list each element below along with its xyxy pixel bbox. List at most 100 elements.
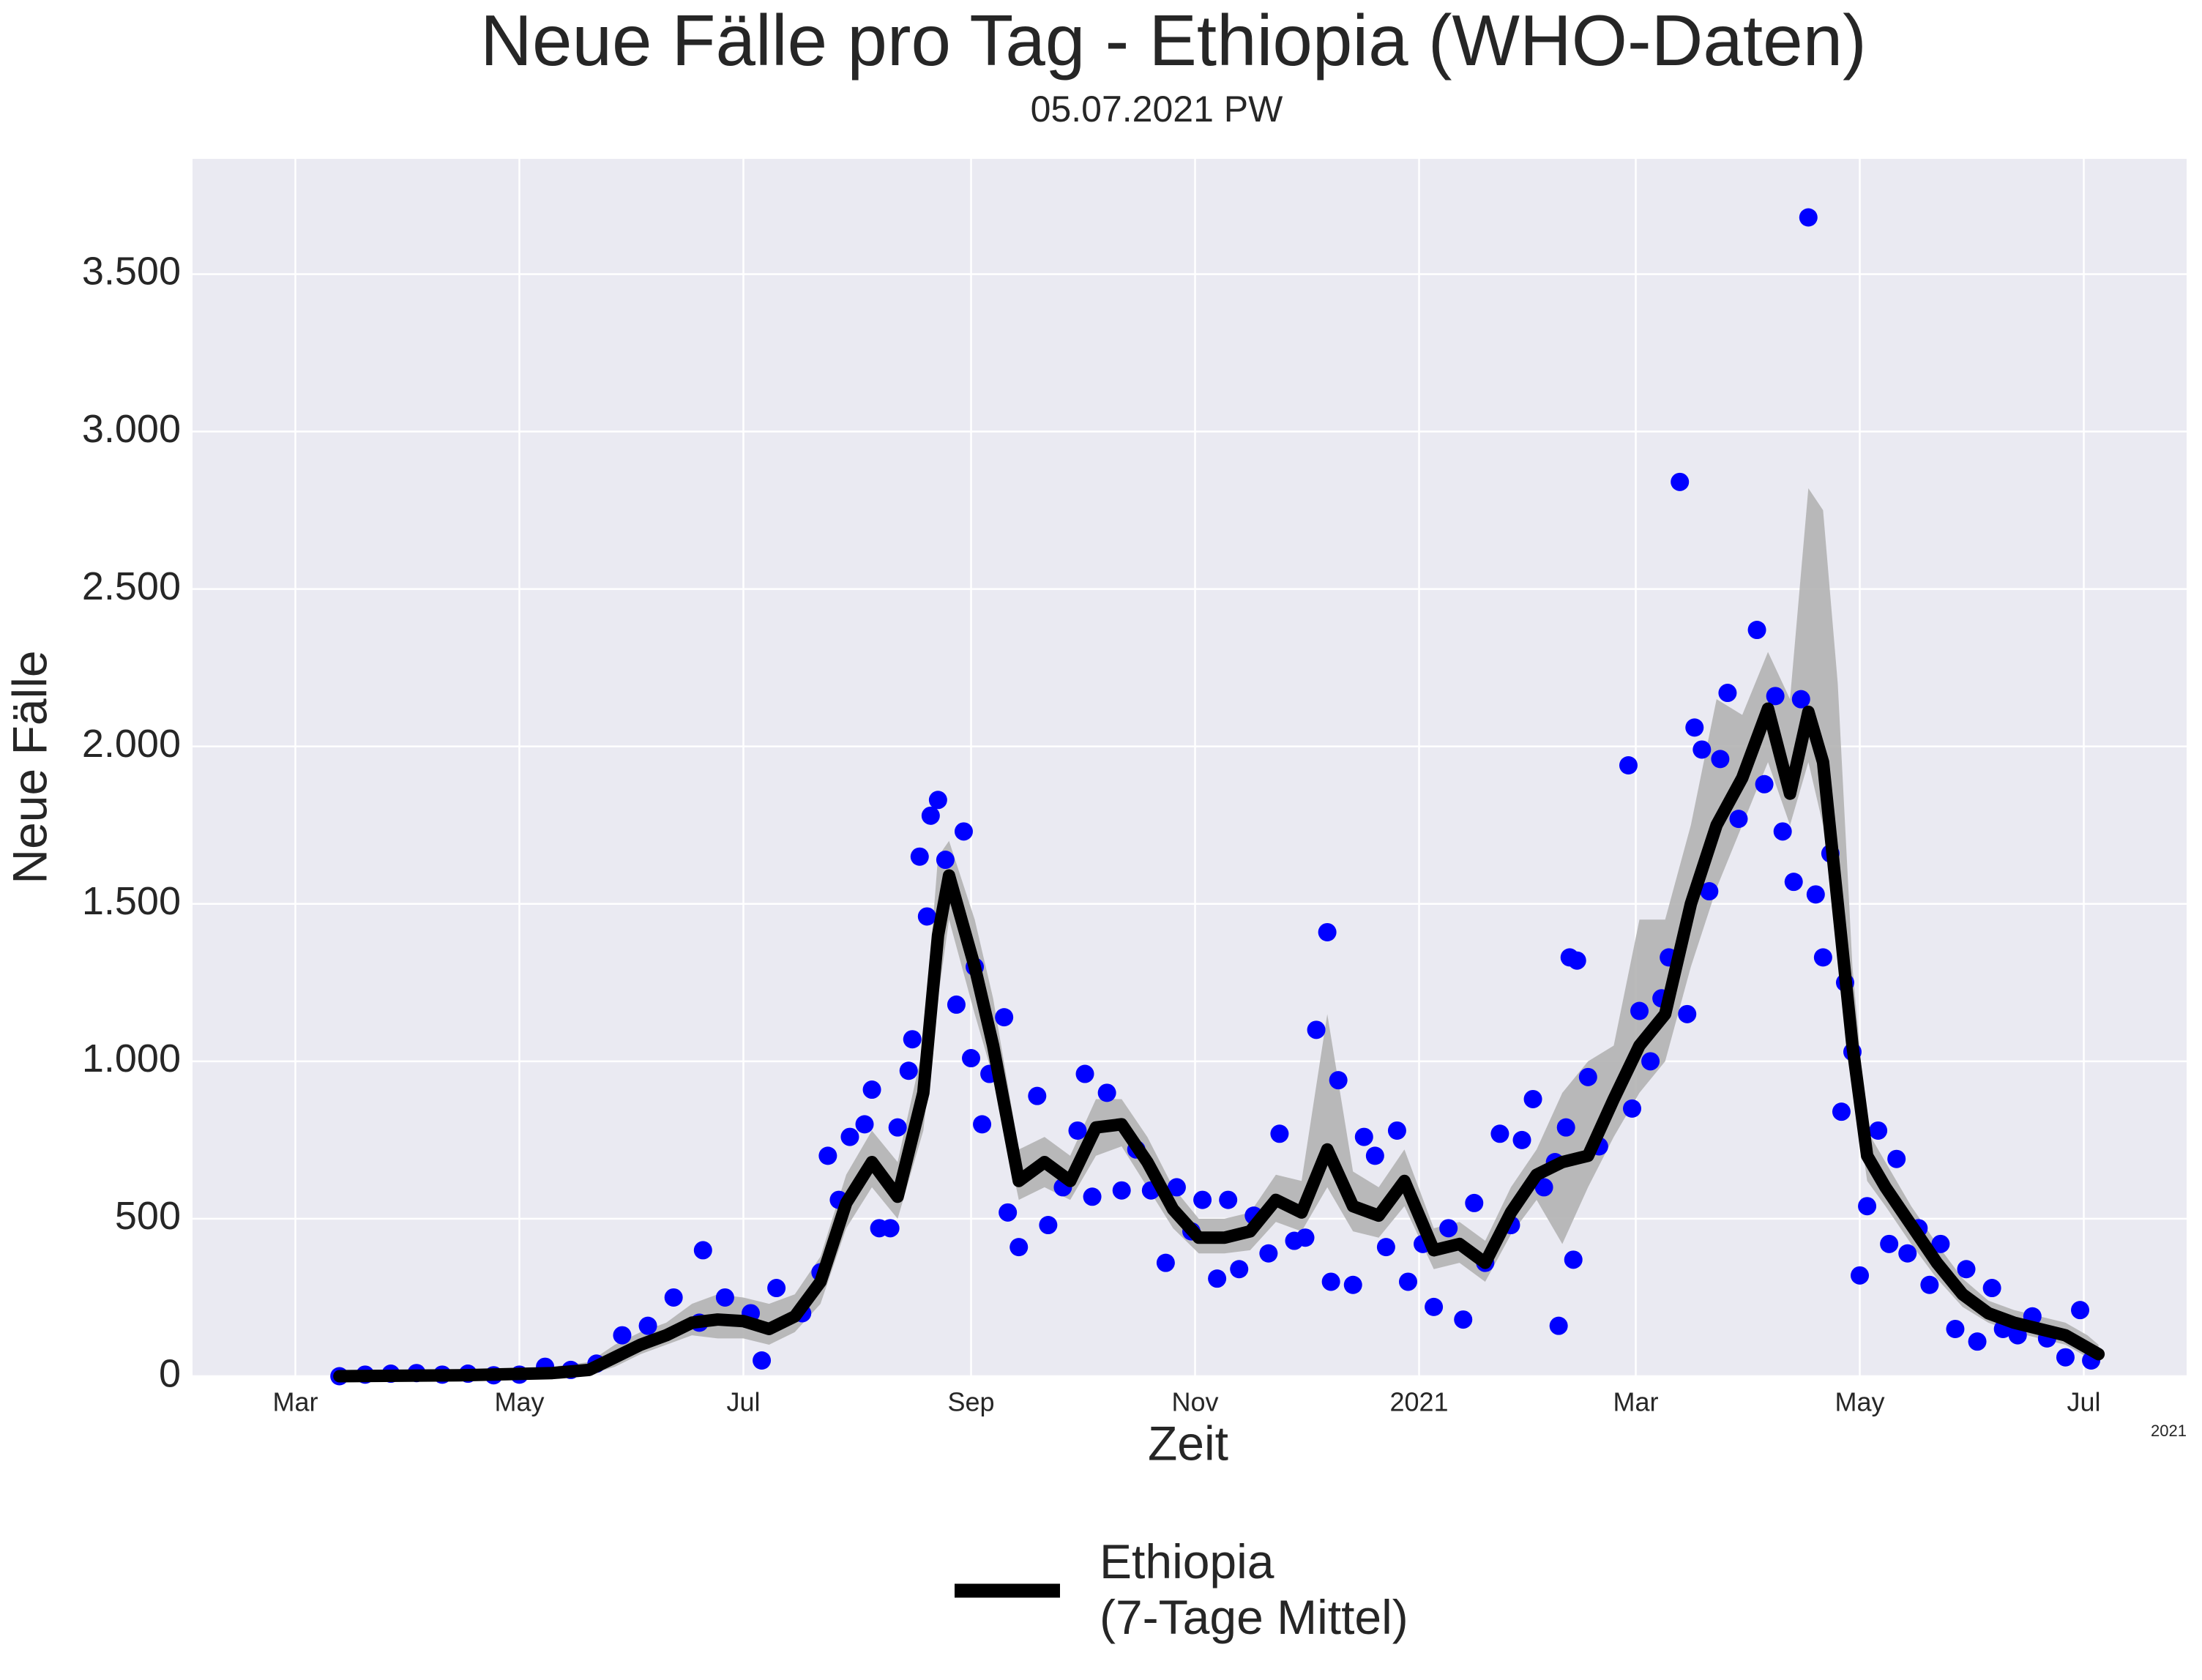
data-point xyxy=(947,995,966,1014)
data-point xyxy=(995,1008,1014,1027)
x-tick-label: 2021 xyxy=(1389,1387,1448,1417)
data-point xyxy=(917,907,936,926)
data-point xyxy=(1068,1121,1087,1140)
data-point xyxy=(903,1030,922,1049)
data-point xyxy=(855,1115,874,1134)
data-point xyxy=(1075,1064,1094,1083)
data-point xyxy=(1692,740,1712,759)
data-point xyxy=(1982,1279,2001,1298)
data-point xyxy=(613,1326,632,1345)
data-point xyxy=(1766,687,1785,706)
data-point xyxy=(1439,1219,1458,1238)
data-point xyxy=(1490,1124,1509,1143)
mean-line xyxy=(333,702,2105,1383)
y-axis-label: Neue Fälle xyxy=(2,650,56,884)
data-point xyxy=(1851,1266,1870,1285)
data-point xyxy=(1957,1260,1976,1279)
data-point xyxy=(1354,1127,1373,1146)
data-point xyxy=(1678,1004,1697,1023)
data-point xyxy=(1567,951,1586,970)
y-tick-label: 3.000 xyxy=(82,407,181,451)
data-point xyxy=(1619,755,1638,774)
y-tick-label: 1.000 xyxy=(82,1037,181,1080)
data-point xyxy=(928,791,947,810)
data-point xyxy=(1329,1071,1348,1090)
data-point xyxy=(1641,1052,1660,1071)
x-tick-label: May xyxy=(494,1387,544,1417)
data-point xyxy=(1700,882,1719,901)
y-tick-label: 1.500 xyxy=(82,879,181,923)
data-point xyxy=(1549,1316,1568,1335)
data-point xyxy=(1880,1234,1899,1253)
y-tick-label: 500 xyxy=(115,1194,181,1238)
data-point xyxy=(1454,1310,1473,1329)
data-point xyxy=(1296,1228,1315,1247)
data-point xyxy=(1869,1121,1888,1140)
data-point xyxy=(999,1203,1018,1222)
data-point xyxy=(1799,208,1818,227)
data-point xyxy=(693,1241,712,1260)
data-point xyxy=(1270,1124,1289,1143)
data-point xyxy=(1219,1190,1238,1209)
x-axis-label: Zeit xyxy=(1148,1416,1228,1470)
data-point xyxy=(1578,1067,1597,1086)
data-point xyxy=(888,1118,907,1137)
data-point xyxy=(1887,1149,1906,1168)
data-point xyxy=(1630,1001,1649,1020)
data-point xyxy=(1729,810,1748,829)
data-point xyxy=(1946,1319,1965,1338)
data-point xyxy=(973,1115,992,1134)
chart-subtitle: 05.07.2021 PW xyxy=(1031,89,1283,130)
data-point xyxy=(1671,472,1690,491)
data-point xyxy=(1376,1238,1395,1257)
data-point xyxy=(1343,1275,1362,1294)
data-point xyxy=(818,1146,837,1165)
data-point xyxy=(1112,1181,1131,1200)
data-point xyxy=(1009,1238,1029,1257)
data-point xyxy=(862,1080,881,1100)
y-tick-label: 0 xyxy=(159,1351,181,1395)
x-tick-label: Nov xyxy=(1172,1387,1219,1417)
data-point xyxy=(1755,774,1774,794)
data-point xyxy=(2056,1348,2075,1367)
data-point xyxy=(1365,1146,1384,1165)
data-point xyxy=(1931,1234,1950,1253)
plot-background xyxy=(193,159,2187,1376)
data-point xyxy=(1307,1020,1326,1039)
data-point xyxy=(1318,922,1337,941)
chart-title: Neue Fälle pro Tag - Ethiopia (WHO-Daten… xyxy=(480,0,1867,81)
plot-area xyxy=(193,159,2187,1386)
data-point xyxy=(1898,1244,1917,1263)
data-point xyxy=(1398,1272,1417,1291)
data-point xyxy=(1097,1083,1116,1102)
x-offset-label: 2021 xyxy=(2151,1422,2187,1440)
data-point xyxy=(1167,1178,1186,1197)
data-point xyxy=(1259,1244,1278,1263)
data-point xyxy=(1858,1197,1877,1216)
data-point xyxy=(1791,690,1810,709)
data-point xyxy=(1806,885,1825,904)
legend-entry: Ethiopia (7-Tage Mittel) xyxy=(1100,1534,1408,1644)
x-tick-label: Mar xyxy=(272,1387,318,1417)
x-tick-label: May xyxy=(1835,1387,1885,1417)
data-point xyxy=(1784,873,1803,892)
data-point xyxy=(1523,1089,1542,1108)
data-point xyxy=(1208,1269,1227,1288)
x-tick-label: Sep xyxy=(947,1387,994,1417)
data-point xyxy=(1156,1253,1175,1272)
data-point xyxy=(1813,948,1832,967)
data-point xyxy=(840,1127,859,1146)
data-point xyxy=(1321,1272,1340,1291)
data-point xyxy=(1968,1332,1987,1351)
data-point xyxy=(1920,1275,1939,1294)
data-point xyxy=(921,806,940,825)
data-point xyxy=(715,1288,734,1307)
data-point xyxy=(1711,750,1730,769)
data-point xyxy=(1685,718,1704,737)
data-point xyxy=(1832,1102,1851,1121)
data-point xyxy=(1564,1250,1583,1269)
data-point xyxy=(1718,684,1737,703)
y-tick-label: 2.500 xyxy=(82,564,181,608)
